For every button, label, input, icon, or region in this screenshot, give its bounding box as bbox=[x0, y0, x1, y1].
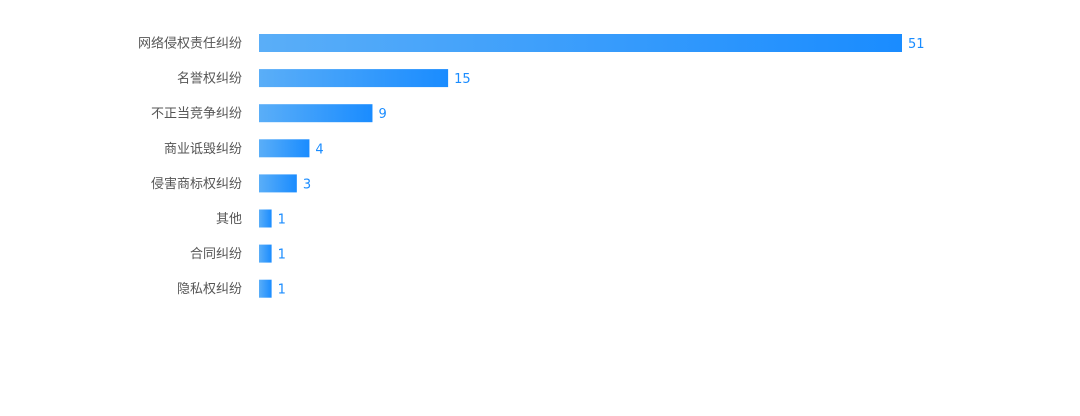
bar bbox=[259, 209, 272, 228]
data-label: 51 bbox=[908, 37, 925, 52]
category-label: 名誉权纠纷 bbox=[177, 71, 242, 87]
data-label: 4 bbox=[315, 142, 323, 157]
category-label: 合同纠纷 bbox=[190, 247, 242, 262]
data-label: 1 bbox=[278, 248, 286, 263]
bar bbox=[259, 69, 449, 88]
bar bbox=[259, 279, 272, 298]
category-label: 隐私权纠纷 bbox=[177, 281, 242, 297]
data-label: 1 bbox=[278, 213, 286, 228]
bar bbox=[259, 244, 272, 263]
category-label: 其他 bbox=[216, 212, 242, 227]
category-label: 侵害商标权纠纷 bbox=[151, 176, 242, 192]
category-label: 不正当竞争纠纷 bbox=[151, 106, 242, 122]
data-label: 3 bbox=[303, 177, 311, 192]
bar bbox=[259, 139, 310, 158]
data-label: 9 bbox=[378, 107, 386, 122]
bar bbox=[259, 174, 297, 193]
bar bbox=[259, 34, 902, 52]
data-label: 15 bbox=[454, 72, 471, 87]
category-label: 网络侵权责任纠纷 bbox=[138, 36, 242, 52]
bar bbox=[259, 104, 373, 123]
data-label: 1 bbox=[278, 283, 286, 298]
category-label: 商业诋毁纠纷 bbox=[164, 142, 242, 157]
